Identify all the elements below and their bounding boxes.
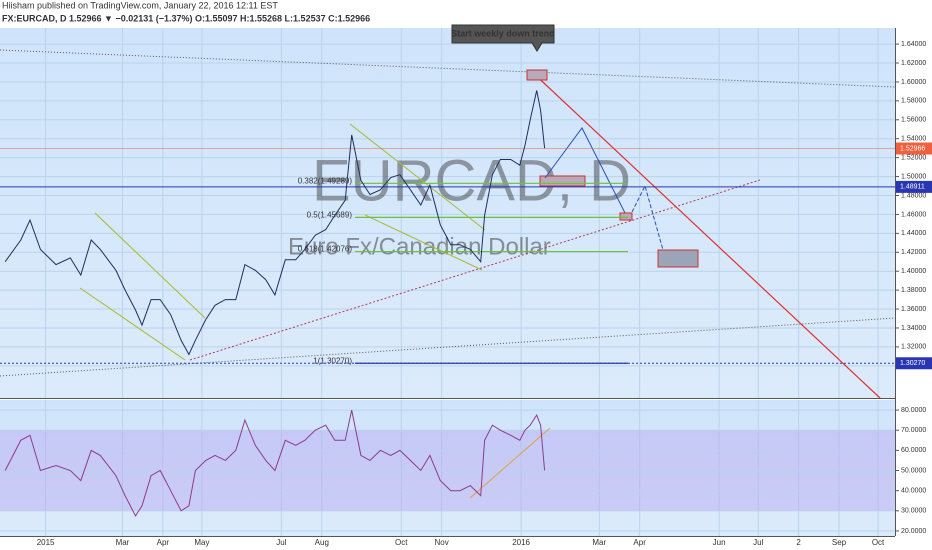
y-tick-label: 40.0000 [901, 488, 926, 495]
y-tick-label: 1.36000 [901, 306, 926, 313]
price-tag [896, 142, 932, 155]
x-tick-label: Oct [395, 538, 408, 547]
projection-arrow [544, 127, 626, 214]
projection-arrow [631, 184, 664, 251]
y-tick-label: 1.40000 [901, 268, 926, 275]
y-tick-label: 1.62000 [901, 60, 926, 67]
y-tick-label: 1.56000 [901, 117, 926, 124]
down-trend-line [529, 69, 881, 399]
x-tick-label: Jul [753, 538, 763, 547]
y-tick-label: 50.0000 [901, 467, 926, 474]
price-tag [896, 357, 932, 370]
x-tick-label: Jul [276, 538, 286, 547]
y-tick-label: 1.50000 [901, 173, 926, 180]
target-box [657, 249, 699, 268]
y-tick-label: 1.46000 [901, 211, 926, 218]
x-tick-label: Oct [872, 538, 885, 547]
price-tag-label: 1.48911 [900, 184, 925, 191]
price-tag-label: 1.30270 [900, 360, 925, 367]
callout-text: Start weekly down trend [451, 28, 555, 38]
fib-label: 1(1.30270) [313, 356, 352, 365]
y-tick-label: 60.0000 [901, 447, 926, 454]
y-tick-label: 1.48000 [901, 192, 926, 199]
header-bar [0, 0, 932, 27]
x-tick-label: Nov [435, 538, 449, 547]
fib-label: 0.5(1.45689) [307, 210, 353, 219]
y-tick-label: 80.0000 [901, 407, 926, 414]
y-tick-label: 1.44000 [901, 230, 926, 237]
channel-line [94, 212, 206, 319]
y-tick-label: 1.34000 [901, 325, 926, 332]
y-tick-label: 70.0000 [901, 427, 926, 434]
y-tick-label: 1.32000 [901, 344, 926, 351]
y-tick-label: 1.60000 [901, 79, 926, 86]
price-pane [0, 28, 895, 398]
target-box [619, 212, 633, 221]
x-tick-label: May [194, 538, 209, 547]
price-tag [896, 180, 932, 193]
y-tick-label: 1.58000 [901, 98, 926, 105]
target-box [526, 69, 548, 81]
x-tick-label: 2015 [37, 538, 55, 547]
x-tick-label: Apr [633, 538, 646, 547]
trend-line [0, 49, 896, 88]
y-tick-label: 1.54000 [901, 136, 926, 143]
rsi-trend-line [469, 427, 551, 499]
x-tick-label: Aug [315, 538, 329, 547]
publisher-line: Hiisham published on TradingView.com, Ja… [2, 0, 278, 10]
y-tick-label: 1.42000 [901, 249, 926, 256]
grid-layer [0, 28, 895, 536]
fib-label: 0.618(1.42076) [298, 245, 353, 254]
price-tag-label: 1.52966 [900, 145, 925, 152]
channel-line [79, 287, 186, 361]
x-tick-label: Mar [116, 538, 130, 547]
trend-line [0, 317, 896, 377]
y-tick-label: 20.0000 [901, 528, 926, 535]
symbol-line: FX:EURCAD, D 1.52966 ▼ −0.02131 (−1.37%)… [2, 13, 370, 23]
y-tick-label: 30.0000 [901, 508, 926, 515]
watermark: Euro Fx/Canadian Dollar [288, 233, 551, 260]
x-tick-label: Mar [592, 538, 606, 547]
y-tick-label: 1.52000 [901, 154, 926, 161]
series-layer: 0.382(1.49289) 0.5(1.45689) 0.618(1.42076)… [0, 90, 895, 517]
x-tick-label: Jun [713, 538, 726, 547]
rsi-line [4, 409, 546, 517]
channel-line [364, 214, 483, 271]
x-tick-label: 2016 [512, 538, 530, 547]
y-tick-label: 1.64000 [901, 41, 926, 48]
x-tick-label: Sep [832, 538, 847, 547]
callout [451, 24, 555, 52]
channel-line [349, 123, 486, 231]
rsi-pane [0, 400, 895, 536]
fib-label: 0.382(1.49289) [298, 176, 353, 185]
x-tick-label: 2 [796, 538, 801, 547]
y-tick-label: 1.38000 [901, 287, 926, 294]
target-box [539, 175, 586, 187]
price-line-series [4, 90, 546, 356]
x-tick-label: Apr [157, 538, 170, 547]
